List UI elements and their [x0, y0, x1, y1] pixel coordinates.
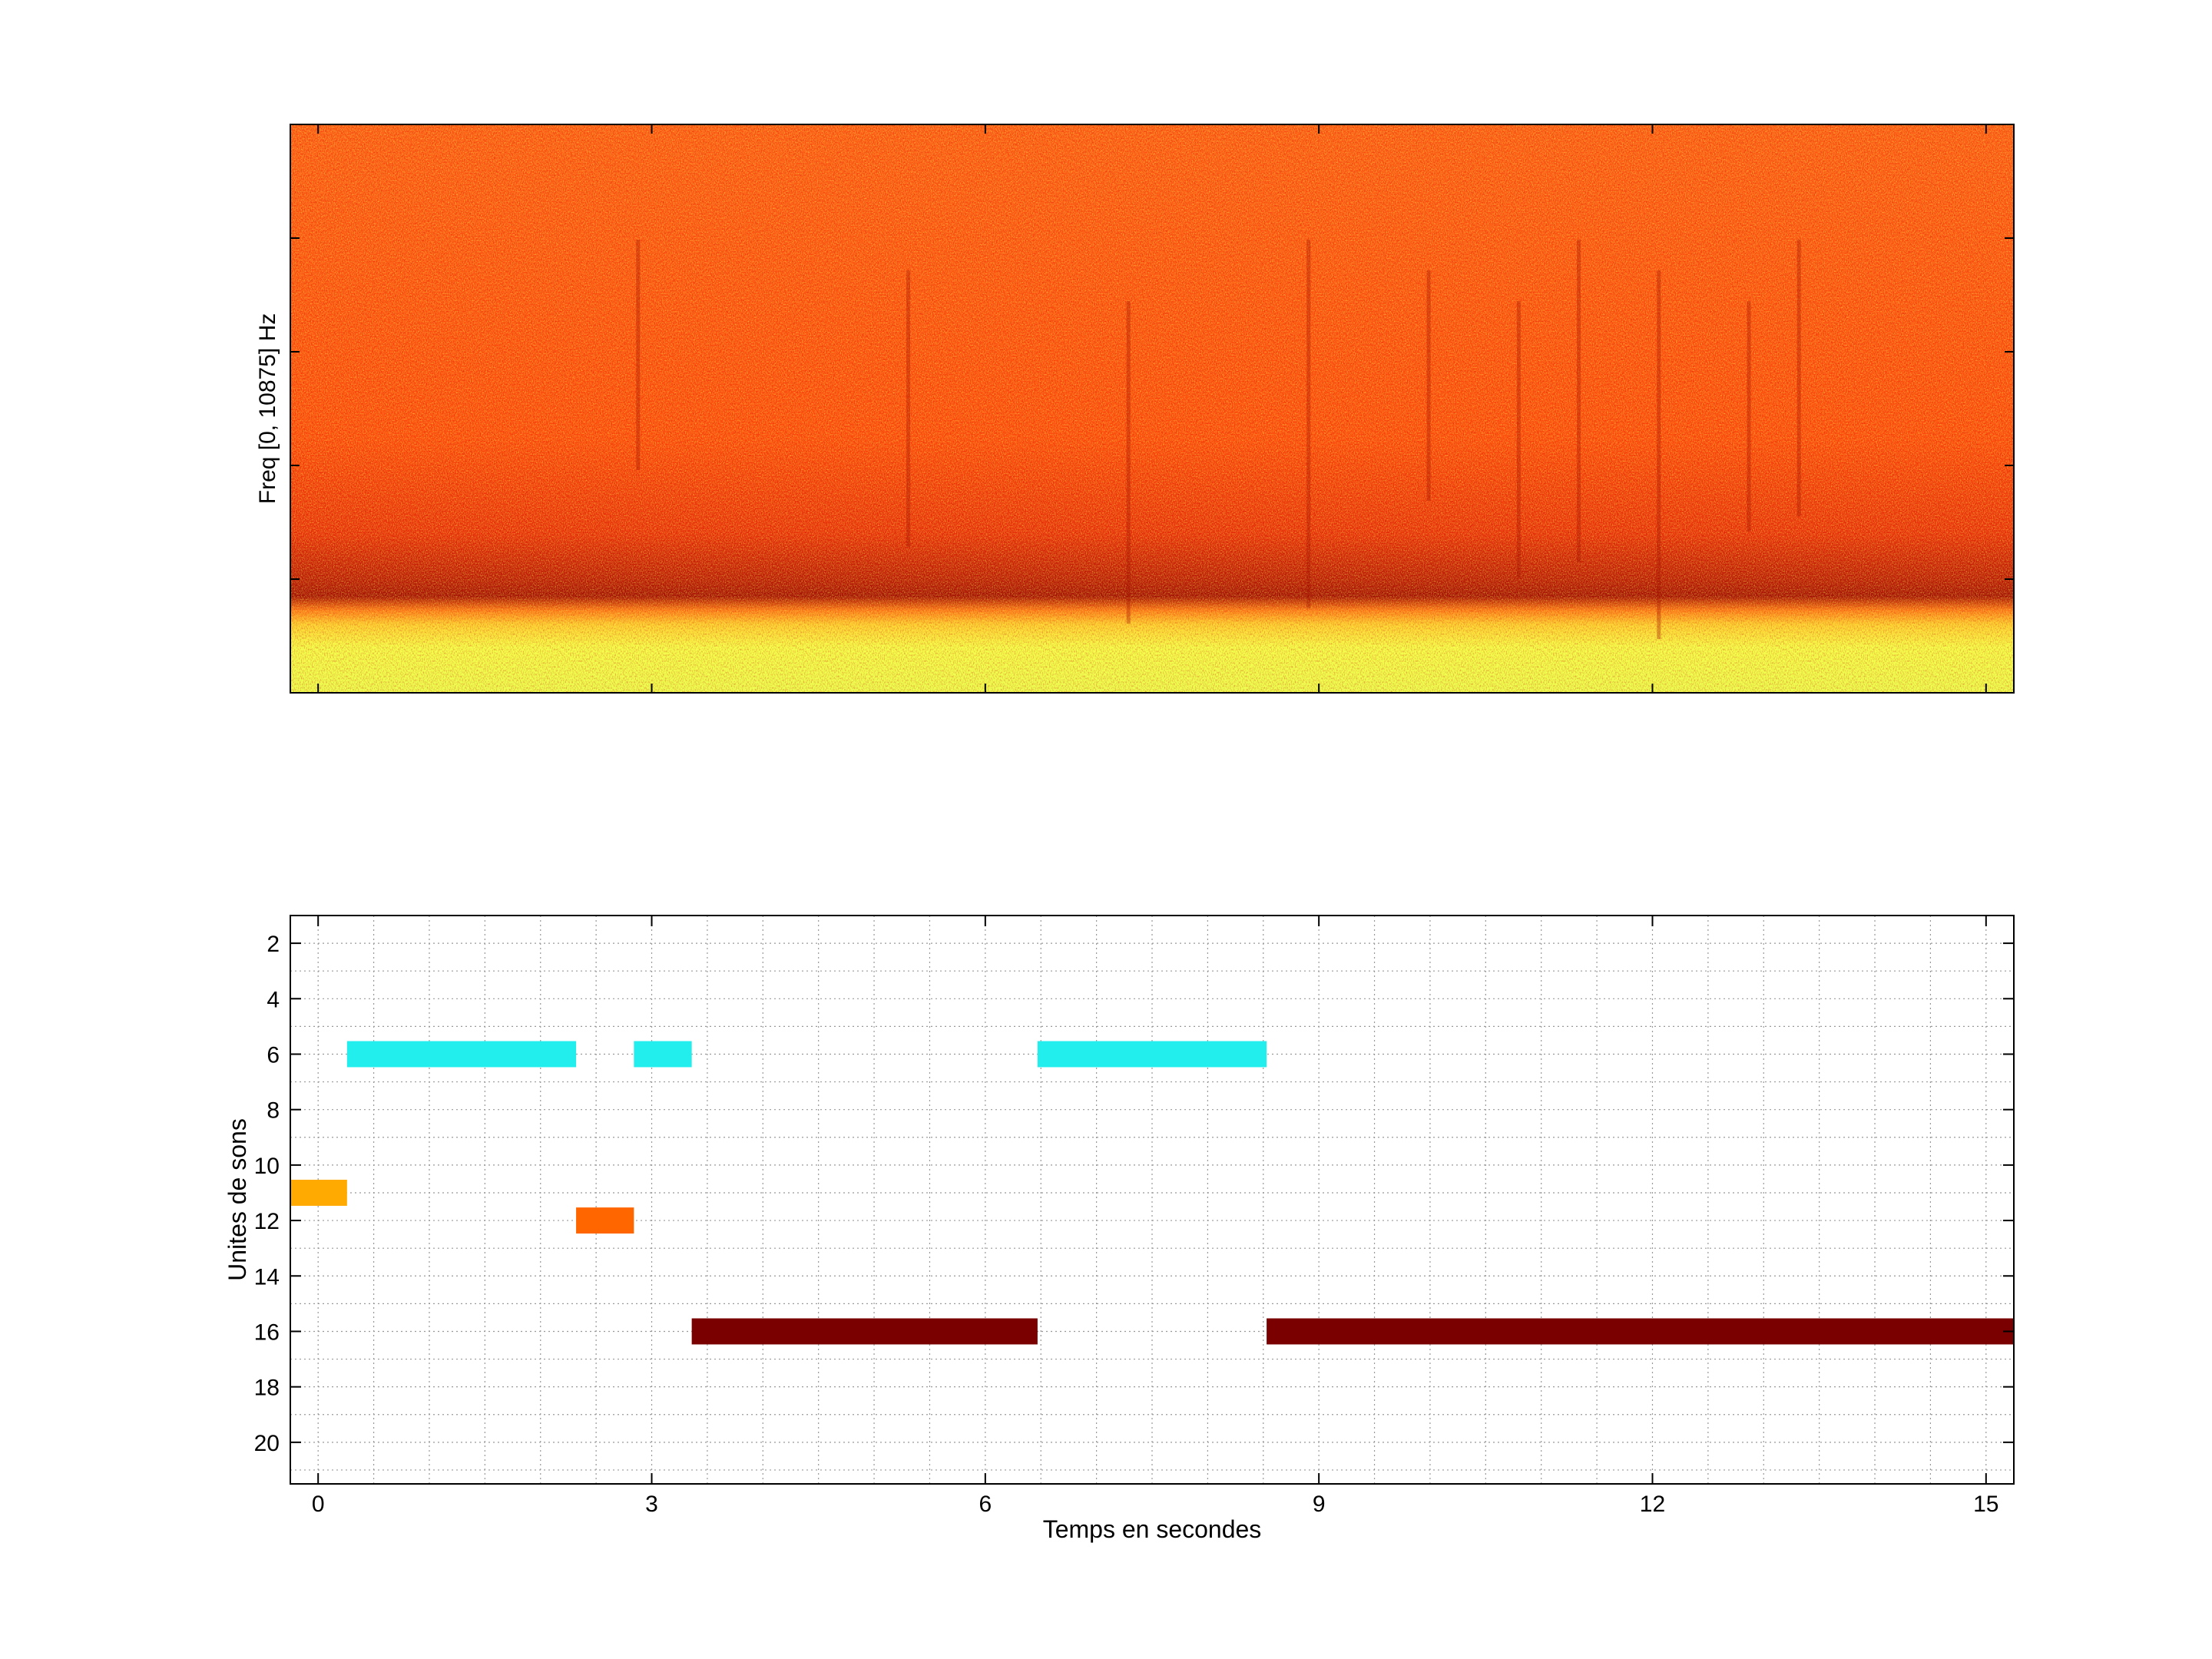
x-tick-label: 12 [1640, 1492, 1665, 1517]
sound-unit-segment [576, 1207, 634, 1234]
spectrogram-streak [1657, 270, 1661, 639]
timeline-plot-area [290, 916, 2014, 1484]
spectrogram-frame [290, 124, 2015, 694]
y-tick-label: 6 [267, 1042, 280, 1068]
spectrogram-streaks [636, 240, 1801, 639]
x-tick-label: 15 [1973, 1492, 1998, 1517]
y-tick-label: 12 [254, 1209, 280, 1234]
spectrogram-panel: Freq [0, 10875] Hz [255, 124, 2015, 694]
spectrogram-streak [1126, 301, 1131, 624]
spectrogram-ylabel: Freq [0, 10875] Hz [255, 313, 280, 504]
spectrogram-streak [1747, 301, 1751, 531]
sound-unit-segment [346, 1041, 577, 1068]
y-tick-label: 2 [267, 932, 280, 957]
x-tick-label: 9 [1313, 1492, 1326, 1517]
sound-unit-segment [1267, 1318, 2014, 1345]
spectrogram-streak [1306, 240, 1311, 608]
timeline-frame [290, 915, 2015, 1485]
spectrogram-streak [906, 270, 911, 547]
y-tick-label: 10 [254, 1154, 280, 1179]
y-tick-label: 20 [254, 1431, 280, 1456]
timeline-grid [290, 916, 2014, 1484]
timeline-ticks: 0 3 6 9 12 15 2 4 6 8 10 12 14 16 18 20 [254, 916, 2014, 1517]
y-tick-label: 16 [254, 1320, 280, 1345]
sound-unit-segment [290, 1180, 347, 1206]
spectrogram-streak [1796, 240, 1801, 516]
spectrogram-streak [1577, 240, 1581, 562]
y-tick-label: 8 [267, 1098, 280, 1124]
spectrogram-streak [1516, 301, 1521, 578]
y-tick-label: 18 [254, 1376, 280, 1401]
sound-unit-segment [1037, 1041, 1267, 1068]
x-tick-label: 0 [312, 1492, 325, 1517]
x-tick-label: 6 [979, 1492, 992, 1517]
spectrogram-ticks [290, 124, 2014, 693]
sound-unit-segment [634, 1041, 692, 1068]
x-tick-label: 3 [645, 1492, 658, 1517]
timeline-xlabel: Temps en secondes [1043, 1515, 1262, 1543]
timeline-ylabel: Unites de sons [224, 1118, 251, 1281]
spectrogram-streak [636, 240, 641, 470]
spectrogram-dark-noise [290, 124, 2014, 693]
timeline-panel: 0 3 6 9 12 15 2 4 6 8 10 12 14 16 18 20 Temps en second… [224, 915, 2015, 1543]
spectrogram-streak [1426, 270, 1431, 501]
y-tick-label: 4 [267, 987, 280, 1012]
sound-unit-segment [691, 1318, 1038, 1345]
y-tick-label: 14 [254, 1264, 280, 1290]
timeline-segments [290, 1041, 2014, 1345]
